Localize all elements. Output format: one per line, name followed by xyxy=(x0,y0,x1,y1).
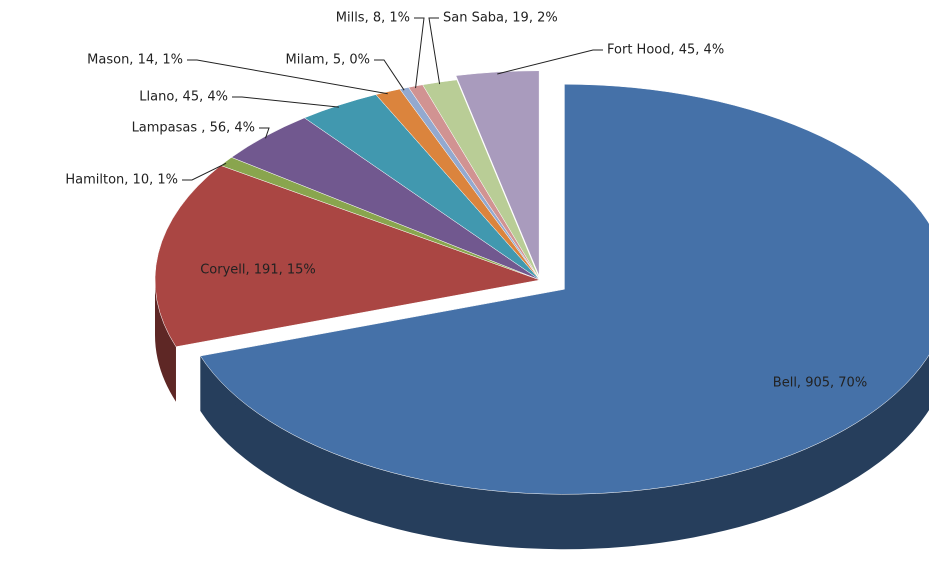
data-label: Mason, 14, 1% xyxy=(87,53,183,68)
slice-side xyxy=(155,280,176,402)
data-label: Mills, 8, 1% xyxy=(336,11,410,26)
slice-side xyxy=(200,355,929,550)
data-label: Fort Hood, 45, 4% xyxy=(607,43,724,58)
data-label: Llano, 45, 4% xyxy=(139,90,228,105)
leader-line xyxy=(232,96,340,108)
data-label: Bell, 905, 70% xyxy=(773,376,867,391)
data-label: Milam, 5, 0% xyxy=(286,53,371,68)
slice xyxy=(199,84,929,495)
slice xyxy=(154,165,541,348)
leader-line xyxy=(374,59,405,91)
data-label: San Saba, 19, 2% xyxy=(443,11,558,26)
data-label: Coryell, 191, 15% xyxy=(200,263,316,278)
leader-line xyxy=(182,162,227,181)
leader-line xyxy=(187,59,388,95)
data-label: Lampasas , 56, 4% xyxy=(132,121,255,136)
leader-line xyxy=(259,127,270,139)
leader-line xyxy=(497,49,603,75)
slice xyxy=(455,70,540,276)
leader-line xyxy=(414,17,425,89)
data-label: Hamilton, 10, 1% xyxy=(65,173,178,188)
leader-line xyxy=(428,17,441,85)
